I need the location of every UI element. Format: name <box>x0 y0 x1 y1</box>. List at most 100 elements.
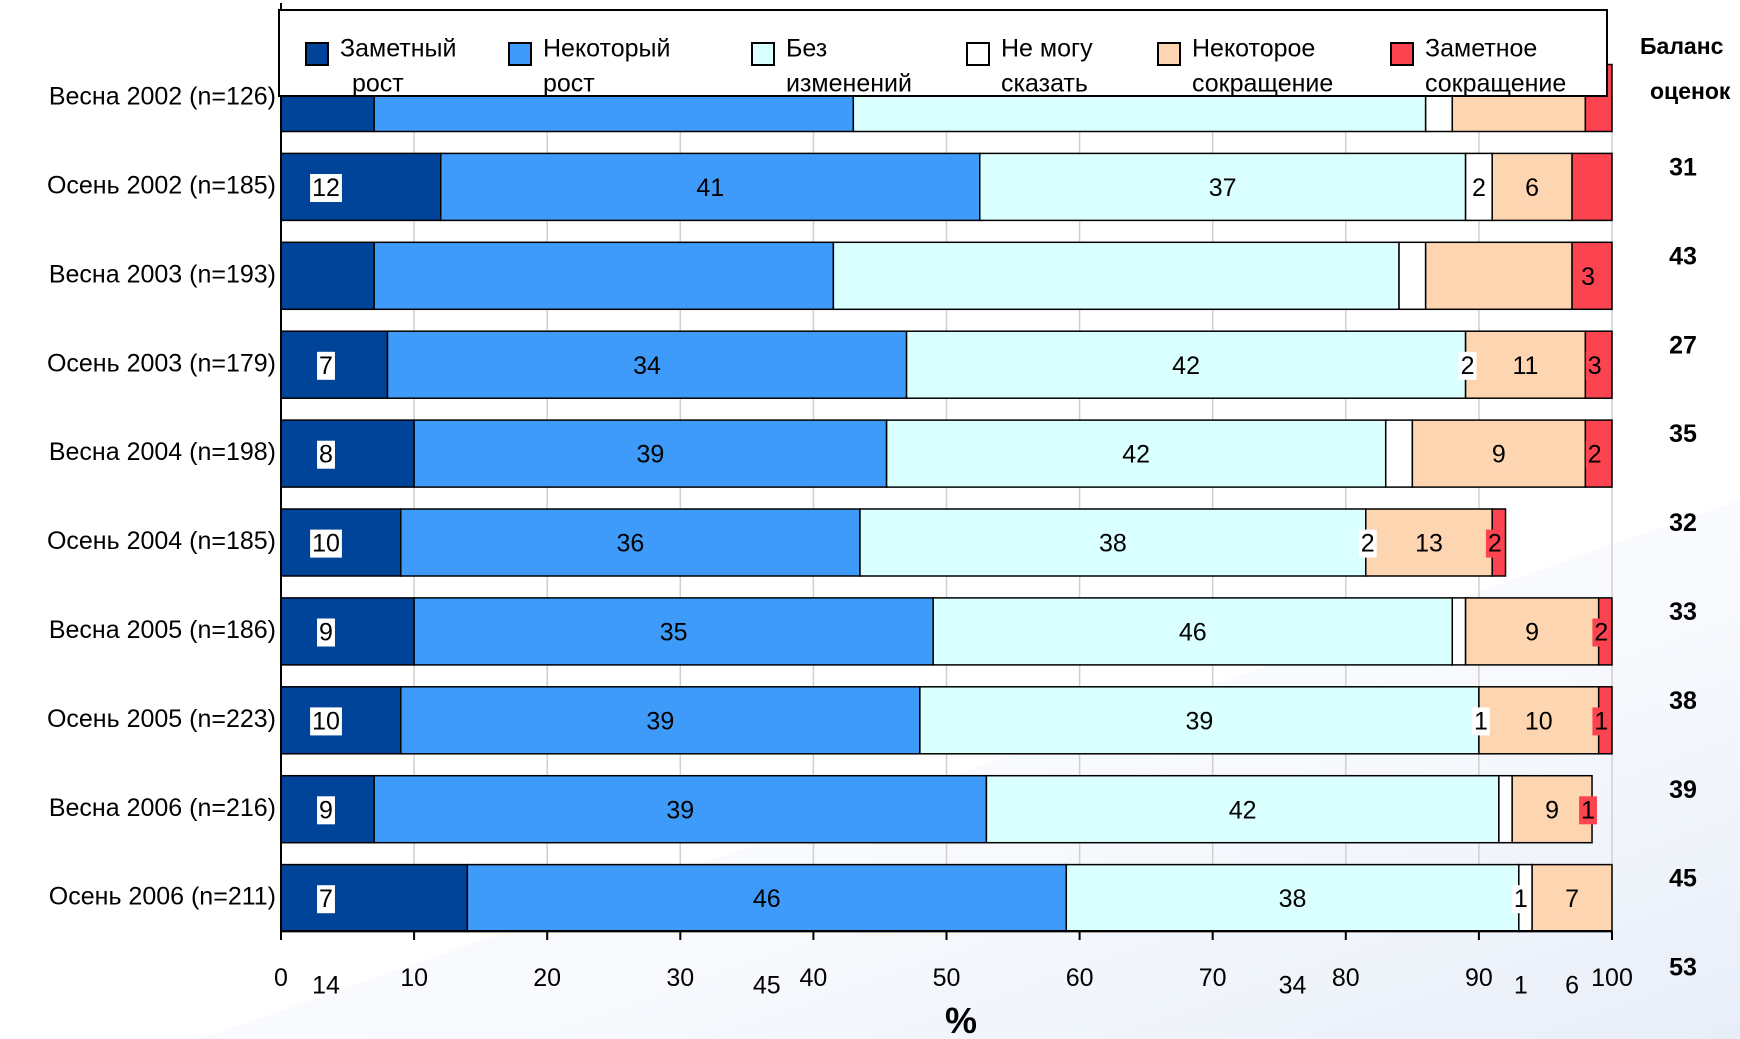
legend-label: изменений <box>786 70 912 98</box>
data-label-bg <box>1276 885 1309 914</box>
legend-swatch <box>305 42 329 66</box>
data-label-bg <box>1206 174 1239 203</box>
data-label: 10 <box>312 707 340 735</box>
bar-segment <box>932 597 1454 666</box>
bar-segment <box>280 241 375 311</box>
data-label: 46 <box>1179 619 1207 647</box>
bar-segment <box>373 241 835 311</box>
data-label: 1 <box>1514 885 1528 913</box>
data-label: 42 <box>1229 796 1257 824</box>
data-label-bg <box>634 440 667 469</box>
x-tick-label: 80 <box>1332 964 1360 992</box>
data-label-bg <box>614 529 647 558</box>
data-label-bg <box>694 174 727 203</box>
data-label-bg <box>657 618 690 647</box>
data-label-bg <box>631 351 664 380</box>
bar-segment <box>1424 241 1573 311</box>
data-label: 9 <box>319 796 333 824</box>
data-label-bg <box>1413 529 1445 558</box>
category-label: Осень 2006 (n=211) <box>49 883 276 911</box>
data-label: 14 <box>312 972 340 1000</box>
data-label: 2 <box>1588 441 1602 469</box>
legend-label: Некоторый <box>543 35 670 63</box>
data-label-bg <box>1592 618 1611 647</box>
data-label: 2 <box>1461 352 1475 380</box>
balance-value: 53 <box>1669 954 1697 982</box>
category-label: Весна 2005 (n=186) <box>49 616 276 644</box>
data-label: 39 <box>646 707 674 735</box>
legend-swatch <box>1157 42 1181 66</box>
legend-label: сокращение <box>1425 70 1566 98</box>
x-tick-label: 100 <box>1591 964 1633 992</box>
data-label: 9 <box>1492 441 1506 469</box>
balance-value: 45 <box>1669 865 1697 893</box>
bar-segment <box>1498 774 1513 844</box>
bar-segment <box>1398 241 1427 311</box>
x-tick-label: 0 <box>274 964 288 992</box>
data-label-bg <box>1226 796 1259 825</box>
legend-box <box>278 9 1608 97</box>
legend-swatch <box>966 42 990 66</box>
data-label: 36 <box>616 530 644 558</box>
legend-swatch <box>508 42 532 66</box>
data-label-bg <box>310 174 342 203</box>
data-label-bg <box>1471 707 1490 736</box>
data-label-bg <box>1585 440 1604 469</box>
data-label-bg <box>317 796 335 825</box>
bar-segment <box>280 152 442 222</box>
data-label-bg <box>1523 174 1542 203</box>
legend-label: Не могу <box>1001 35 1093 63</box>
data-label-bg <box>644 707 677 736</box>
data-label: 10 <box>1525 707 1553 735</box>
x-tick-label: 40 <box>799 964 827 992</box>
data-label-bg <box>1485 529 1504 558</box>
data-label: 42 <box>1122 441 1150 469</box>
data-label: 38 <box>1099 530 1127 558</box>
data-label-bg <box>1579 262 1597 291</box>
data-label-bg <box>1176 618 1209 647</box>
data-label-bg <box>1458 351 1477 380</box>
x-tick-label: 10 <box>400 964 428 992</box>
legend-swatch <box>1390 42 1414 66</box>
bar-segment <box>1451 597 1467 666</box>
data-label-bg <box>1592 707 1611 736</box>
balance-title-line-1: Баланс <box>1640 33 1724 59</box>
legend-label: рост <box>352 70 404 98</box>
x-tick-labels: 0 10 20 30 40 50 60 70 80 90 100 <box>274 931 1633 992</box>
data-label-bg <box>1358 529 1377 558</box>
legend-label: сказать <box>1001 70 1088 98</box>
balance-value: 32 <box>1669 509 1697 537</box>
data-label-bg <box>1170 351 1202 380</box>
data-label: 9 <box>1525 619 1539 647</box>
balance-value: 39 <box>1669 776 1697 804</box>
data-label: 2 <box>1488 530 1502 558</box>
balance-value: 33 <box>1669 598 1697 626</box>
data-label-bg <box>1096 529 1129 558</box>
bar-segment <box>280 863 469 933</box>
data-label: 38 <box>1279 885 1307 913</box>
category-label: Весна 2006 (n=216) <box>49 794 276 822</box>
data-label-bg <box>1120 440 1153 469</box>
data-label-bg <box>317 885 335 914</box>
data-label: 1 <box>1594 707 1608 735</box>
data-label: 39 <box>636 441 664 469</box>
data-label: 10 <box>312 530 340 558</box>
data-label-bg <box>1522 707 1555 736</box>
data-label: 41 <box>696 174 724 202</box>
data-label: 1 <box>1514 972 1528 1000</box>
category-label: Весна 2002 (n=126) <box>49 83 276 111</box>
x-tick-label: 30 <box>666 964 694 992</box>
data-label-bg <box>317 351 335 380</box>
x-tick-label: 70 <box>1199 964 1227 992</box>
data-label-bg <box>1469 174 1488 203</box>
category-label: Весна 2004 (n=198) <box>49 438 276 466</box>
data-label-bg <box>1183 707 1216 736</box>
legend: Заметный рост Некоторый рост Без изменений Не … <box>278 9 1608 98</box>
category-label: Осень 2004 (n=185) <box>47 527 276 555</box>
bar-segment <box>1384 419 1414 488</box>
segment-labels: 12 41 37 2 637 34 42 2 11 38 39 42 9 210 36 38 2 13 29 35 46… <box>310 174 1611 1000</box>
category-label: Весна 2003 (n=193) <box>49 260 276 288</box>
data-label: 7 <box>319 352 333 380</box>
data-label: 2 <box>1472 174 1486 202</box>
data-label: 34 <box>633 352 661 380</box>
